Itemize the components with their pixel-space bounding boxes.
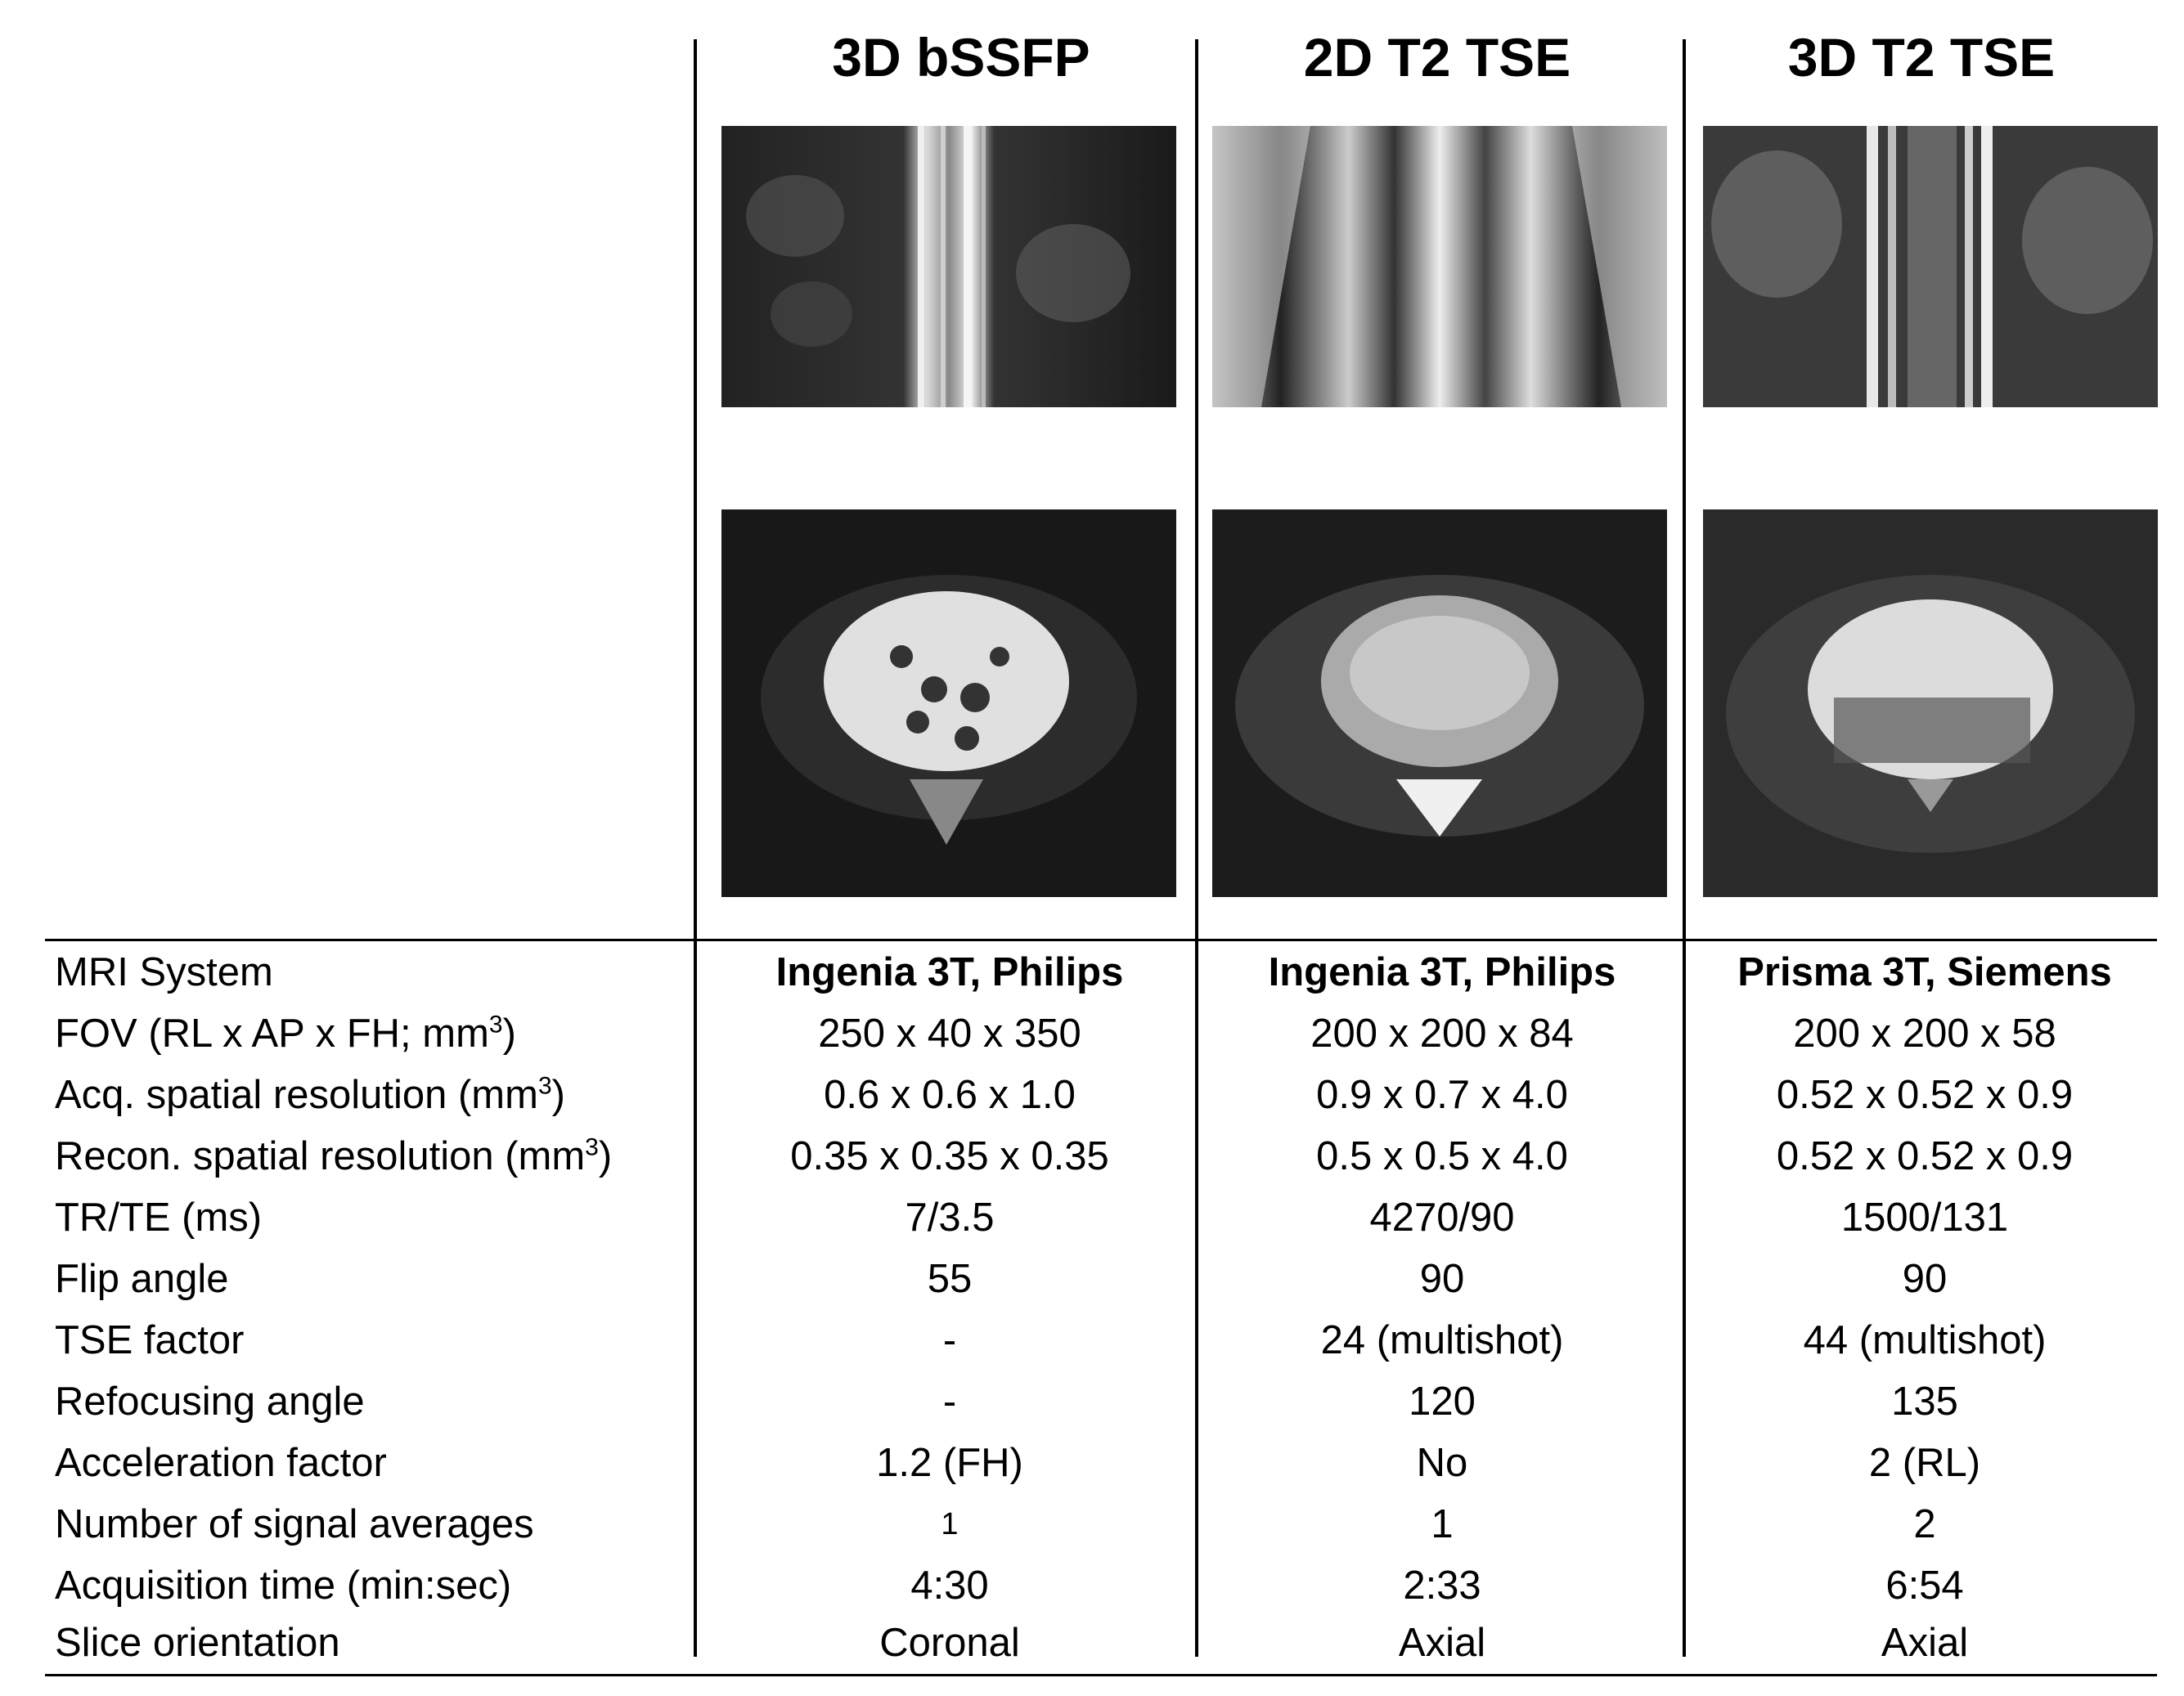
value-2d-t2-tse: 90 <box>1419 1257 1465 1301</box>
value-3d-bssfp: Ingenia 3T, Philips <box>775 950 1124 994</box>
value-2d-t2-tse: 24 (multishot) <box>1320 1318 1564 1362</box>
value-3d-bssfp: 0.6 x 0.6 x 1.0 <box>824 1073 1076 1117</box>
table-row: FOV (RL x AP x FH; mm3) 250 x 40 x 350 2… <box>0 1003 2184 1065</box>
value-3d-t2-tse: 6:54 <box>1885 1564 1964 1608</box>
value-3d-bssfp: - <box>942 1318 957 1362</box>
value-3d-bssfp: 250 x 40 x 350 <box>818 1012 1081 1056</box>
table-row: Acceleration factor 1.2 (FH) No 2 (RL) <box>0 1433 2184 1494</box>
table-row: Slice orientation Coronal Axial Axial <box>0 1613 2184 1674</box>
value-3d-t2-tse: 135 <box>1891 1380 1958 1424</box>
row-label: Slice orientation <box>55 1621 340 1665</box>
row-label: Refocusing angle <box>55 1380 365 1424</box>
row-label: Number of signal averages <box>55 1502 534 1546</box>
value-2d-t2-tse: 200 x 200 x 84 <box>1310 1012 1574 1056</box>
column-divider-3 <box>1683 39 1686 1657</box>
value-3d-t2-tse: Axial <box>1881 1621 1969 1665</box>
value-3d-t2-tse: 2 <box>1913 1502 1936 1546</box>
row-label: Acq. spatial resolution (mm3) <box>55 1072 565 1117</box>
value-2d-t2-tse: 4270/90 <box>1369 1196 1515 1240</box>
row-label: Recon. spatial resolution (mm3) <box>55 1133 613 1178</box>
table-row: TR/TE (ms) 7/3.5 4270/90 1500/131 <box>0 1187 2184 1249</box>
value-3d-t2-tse: 90 <box>1902 1257 1948 1301</box>
row-label: MRI System <box>55 950 273 994</box>
table-row: Number of signal averages 1 1 2 <box>0 1494 2184 1555</box>
table-row: Recon. spatial resolution (mm3) 0.35 x 0… <box>0 1126 2184 1187</box>
table-row: MRI System Ingenia 3T, Philips Ingenia 3… <box>0 942 2184 1003</box>
value-2d-t2-tse: 120 <box>1409 1380 1476 1424</box>
table-row: Refocusing angle - 120 135 <box>0 1371 2184 1433</box>
coronal-mri-2d-t2-tse <box>1212 126 1667 407</box>
row-label: FOV (RL x AP x FH; mm3) <box>55 1011 516 1056</box>
row-label: Acceleration factor <box>55 1441 387 1485</box>
coronal-mri-3d-t2-tse <box>1703 126 2158 407</box>
row-label: Acquisition time (min:sec) <box>55 1564 512 1608</box>
value-3d-bssfp: - <box>942 1380 957 1424</box>
table-row: Acq. spatial resolution (mm3) 0.6 x 0.6 … <box>0 1065 2184 1126</box>
value-3d-bssfp: Coronal <box>879 1621 1020 1665</box>
value-3d-bssfp: 55 <box>927 1257 973 1301</box>
value-3d-t2-tse: 44 (multishot) <box>1803 1318 2047 1362</box>
axial-mri-3d-bssfp <box>721 509 1176 897</box>
value-3d-t2-tse: 2 (RL) <box>1868 1441 1981 1485</box>
axial-mri-3d-t2-tse <box>1703 509 2158 897</box>
value-3d-bssfp: 7/3.5 <box>905 1196 995 1240</box>
value-2d-t2-tse: 1 <box>1431 1502 1454 1546</box>
table-bottom-rule <box>45 1674 2157 1676</box>
value-3d-bssfp: 1.2 (FH) <box>876 1441 1023 1485</box>
value-3d-t2-tse: 0.52 x 0.52 x 0.9 <box>1776 1073 2074 1117</box>
table-top-rule <box>45 939 2157 941</box>
table-row: TSE factor - 24 (multishot) 44 (multisho… <box>0 1310 2184 1371</box>
value-3d-bssfp: 0.35 x 0.35 x 0.35 <box>790 1134 1109 1178</box>
table-row: Acquisition time (min:sec) 4:30 2:33 6:5… <box>0 1555 2184 1617</box>
value-3d-bssfp: 4:30 <box>910 1564 989 1608</box>
value-3d-t2-tse: Prisma 3T, Siemens <box>1737 950 2112 994</box>
value-2d-t2-tse: No <box>1416 1441 1468 1485</box>
row-label: Flip angle <box>55 1257 229 1301</box>
value-3d-bssfp: 1 <box>941 1507 959 1541</box>
row-label: TSE factor <box>55 1318 245 1362</box>
value-3d-t2-tse: 200 x 200 x 58 <box>1793 1012 2056 1056</box>
value-2d-t2-tse: 2:33 <box>1403 1564 1481 1608</box>
coronal-mri-3d-bssfp <box>721 126 1176 407</box>
value-2d-t2-tse: 0.5 x 0.5 x 4.0 <box>1316 1134 1568 1178</box>
axial-mri-2d-t2-tse <box>1212 509 1667 897</box>
column-divider-2 <box>1195 39 1198 1657</box>
value-3d-t2-tse: 1500/131 <box>1840 1196 2009 1240</box>
value-2d-t2-tse: 0.9 x 0.7 x 4.0 <box>1316 1073 1568 1117</box>
table-row: Flip angle 55 90 90 <box>0 1249 2184 1310</box>
value-3d-t2-tse: 0.52 x 0.52 x 0.9 <box>1776 1134 2074 1178</box>
value-2d-t2-tse: Ingenia 3T, Philips <box>1268 950 1616 994</box>
column-header-3d-bssfp: 3D bSSFP <box>832 27 1090 87</box>
value-2d-t2-tse: Axial <box>1398 1621 1486 1665</box>
column-header-2d-t2-tse: 2D T2 TSE <box>1303 27 1571 87</box>
column-divider-1 <box>694 39 697 1657</box>
row-label: TR/TE (ms) <box>55 1196 263 1240</box>
column-header-3d-t2-tse: 3D T2 TSE <box>1787 27 2056 87</box>
